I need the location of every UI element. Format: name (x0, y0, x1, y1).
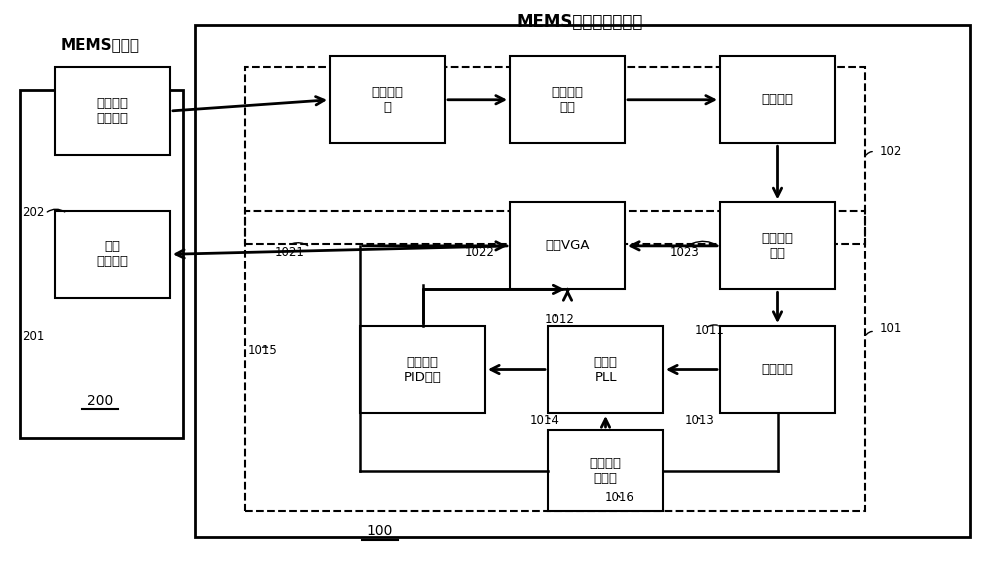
Bar (720, 56, 835, 143)
Text: 1023: 1023 (670, 246, 700, 259)
Text: 1012: 1012 (545, 313, 575, 326)
Text: 驱动
梳齿电极: 驱动 梳齿电极 (96, 241, 128, 268)
Text: 101: 101 (880, 321, 902, 334)
Text: 带通滤波
电路: 带通滤波 电路 (552, 86, 584, 114)
Text: 1022: 1022 (465, 246, 495, 259)
Bar (195, 25, 970, 537)
Text: 1013: 1013 (685, 414, 715, 427)
Text: 锁相环
PLL: 锁相环 PLL (594, 356, 618, 383)
Text: 相移电路: 相移电路 (762, 93, 794, 106)
Bar (55, 67, 170, 155)
Text: 驱动环路
PID控制: 驱动环路 PID控制 (404, 356, 441, 383)
Text: 电荷放大
器: 电荷放大 器 (372, 86, 404, 114)
Bar (510, 202, 625, 289)
Text: 驱动VGA: 驱动VGA (545, 239, 590, 252)
Text: 1021: 1021 (275, 246, 305, 259)
Text: 200: 200 (87, 393, 113, 407)
Text: 频率检测: 频率检测 (762, 363, 794, 376)
Bar (510, 56, 625, 143)
Bar (360, 326, 485, 413)
Bar (20, 90, 183, 438)
Text: 1016: 1016 (605, 491, 635, 504)
Text: 时序产生
和控制: 时序产生 和控制 (590, 457, 622, 484)
Bar (720, 326, 835, 413)
Text: 1011: 1011 (695, 324, 725, 337)
Text: 201: 201 (22, 330, 44, 343)
Text: 102: 102 (880, 144, 902, 157)
Text: 202: 202 (22, 206, 44, 219)
Bar (548, 430, 663, 511)
Text: 1015: 1015 (248, 344, 278, 357)
Bar (720, 202, 835, 289)
Text: MEMS陀螺仪: MEMS陀螺仪 (60, 38, 140, 52)
Text: 1014: 1014 (530, 414, 560, 427)
Bar (245, 67, 865, 244)
Bar (330, 56, 445, 143)
Text: 100: 100 (367, 524, 393, 538)
Text: 低通滤波
电路: 低通滤波 电路 (762, 232, 794, 260)
Text: MEMS陀螺仪驱动电路: MEMS陀螺仪驱动电路 (517, 13, 643, 31)
Bar (548, 326, 663, 413)
Text: 驱动检测
梳齿电极: 驱动检测 梳齿电极 (96, 97, 128, 125)
Bar (245, 211, 865, 511)
Bar (55, 211, 170, 298)
